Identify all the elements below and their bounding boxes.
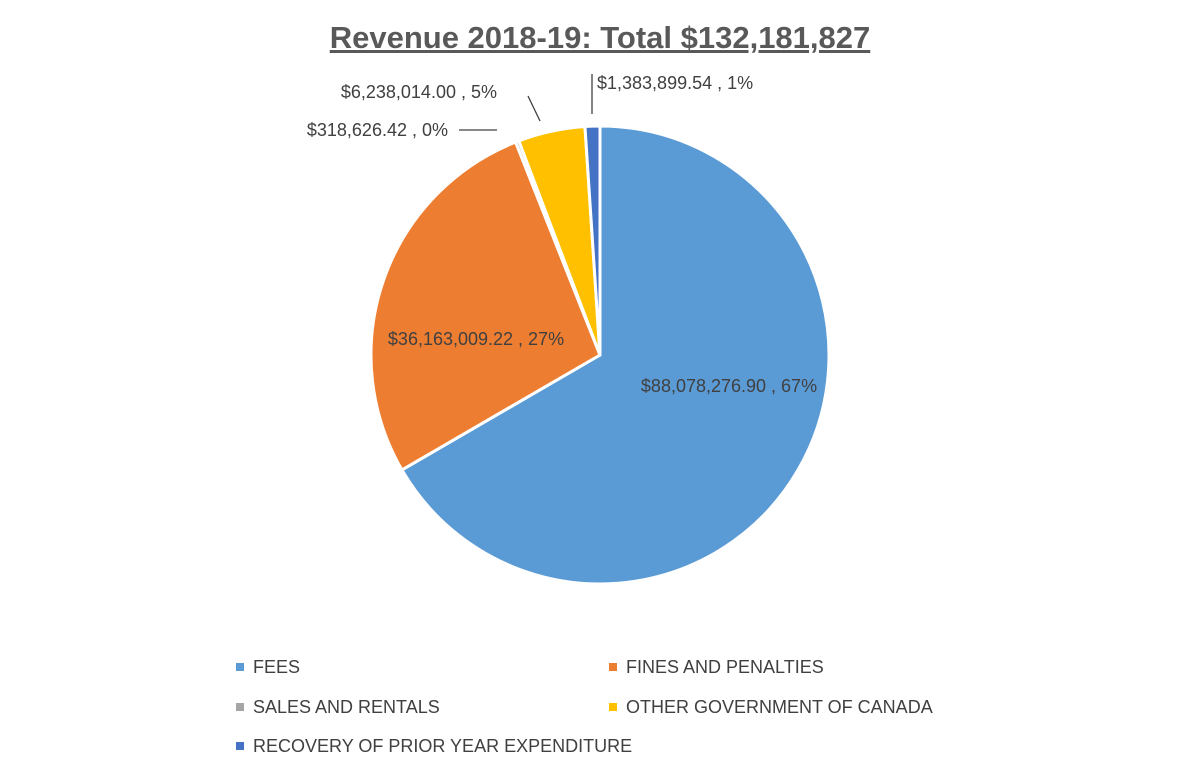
legend-swatch [236, 663, 244, 671]
slice-fees [400, 124, 831, 586]
legend-label: FEES [253, 656, 301, 677]
legend-item-other-government-of-canada: OTHER GOVERNMENT OF CANADA [609, 695, 933, 719]
data-label-sales-and-rentals: $318,626.42 , 0% [307, 120, 448, 140]
legend-item-fees: FEES [236, 655, 300, 679]
legend-swatch [609, 703, 617, 711]
data-label-recovery-of-prior-year-expenditure: $1,383,899.54 , 1% [597, 73, 753, 93]
legend-label: OTHER GOVERNMENT OF CANADA [626, 696, 933, 717]
legend-item-fines-and-penalties: FINES AND PENALTIES [609, 655, 824, 679]
legend-item-recovery-of-prior-year-expenditure: RECOVERY OF PRIOR YEAR EXPENDITURE [236, 734, 632, 758]
leader-line-other-government-of-canada [527, 95, 541, 122]
legend-item-sales-and-rentals: SALES AND RENTALS [236, 695, 440, 719]
legend-swatch [236, 703, 244, 711]
legend-label: RECOVERY OF PRIOR YEAR EXPENDITURE [253, 735, 633, 756]
data-label-fines-and-penalties: $36,163,009.22 , 27% [388, 329, 564, 349]
data-label-other-government-of-canada: $6,238,014.00 , 5% [341, 82, 497, 102]
slice-recovery-of-prior-year-expenditure [583, 124, 602, 357]
chart-title: Revenue 2018-19: Total $132,181,827 [329, 20, 871, 55]
slice-fines-and-penalties [369, 140, 602, 472]
legend-swatch [236, 742, 244, 750]
legend-label: FINES AND PENALTIES [626, 656, 824, 677]
legend-label: SALES AND RENTALS [253, 696, 440, 717]
legend-swatch [609, 663, 617, 671]
data-label-fees: $88,078,276.90 , 67% [641, 376, 817, 396]
